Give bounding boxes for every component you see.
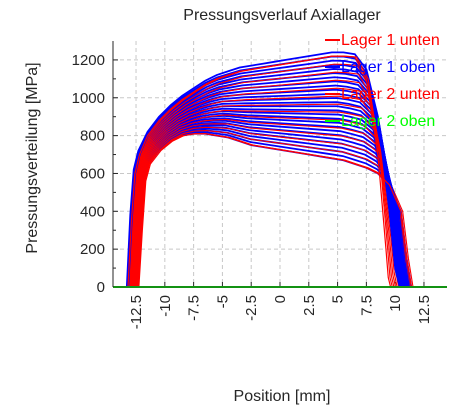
series-line-lager-1-unten [135, 118, 408, 288]
series-line-lager-1-unten [136, 126, 411, 288]
series-line-lager-1-unten [133, 103, 403, 288]
series-line-lager-1-unten [129, 63, 395, 288]
legend-label: Lager 1 oben [341, 59, 435, 76]
x-tick-label: -12.5 [128, 295, 145, 329]
y-tick-labels: 0 200 400 600 800 1000 1200 [72, 52, 105, 296]
x-tick-label: 7.5 [358, 295, 375, 316]
series-line-lager-1-unten [132, 95, 401, 288]
series-line-lager-1-unten [136, 123, 409, 288]
legend: Lager 1 unten Lager 1 oben Lager 2 unten La… [325, 32, 440, 130]
legend-label: Lager 1 unten [341, 32, 440, 49]
series-line-lager-1-unten [138, 133, 414, 288]
series-line-lager-1-unten [127, 55, 392, 288]
y-tick-label: 1200 [72, 52, 105, 69]
series-line-lager-1-oben [135, 131, 412, 288]
x-tick-label: 12.5 [416, 295, 433, 324]
series-line-lager-1-oben [135, 127, 411, 288]
chart-title: Pressungsverlauf Axiallager [183, 7, 381, 24]
x-tick-label: 10 [387, 295, 404, 312]
y-tick-label: 1000 [72, 90, 105, 107]
series-line-lager-1-oben [125, 51, 401, 288]
x-tick-labels: -12.5 -10 -7.5 -5 -2.5 0 2.5 5 7.5 10 12.5 [128, 295, 433, 329]
y-tick-label: 0 [97, 279, 105, 296]
y-tick-label: 200 [80, 241, 105, 258]
series-line-lager-1-unten [130, 71, 397, 288]
x-tick-label: -2.5 [243, 295, 260, 321]
y-tick-label: 400 [80, 203, 105, 220]
x-tick-label: 2.5 [301, 295, 318, 316]
y-tick-label: 600 [80, 165, 105, 182]
legend-label: Lager 2 unten [341, 86, 440, 103]
series-line-lager-2-unten [136, 133, 412, 288]
x-tick-label: -5 [214, 295, 231, 308]
x-tick-label: 0 [272, 295, 289, 303]
x-tick-label: -10 [157, 295, 174, 317]
y-tick-label: 800 [80, 128, 105, 145]
series-line-lager-1-unten [131, 87, 400, 288]
x-tick-label: 5 [330, 295, 347, 303]
y-axis-label: Pressungsverteilung [MPa] [24, 62, 41, 253]
series-line-lager-1-oben [134, 125, 411, 288]
x-tick-label: -7.5 [186, 295, 203, 321]
series-line-lager-1-unten [131, 79, 398, 288]
legend-label: Lager 2 oben [341, 113, 435, 130]
x-axis-label: Position [mm] [234, 388, 331, 405]
series-line-lager-1-unten [134, 114, 406, 288]
plot-area [112, 41, 447, 288]
series-line-lager-1-oben [134, 124, 410, 288]
series-line-lager-1-unten [134, 109, 405, 288]
